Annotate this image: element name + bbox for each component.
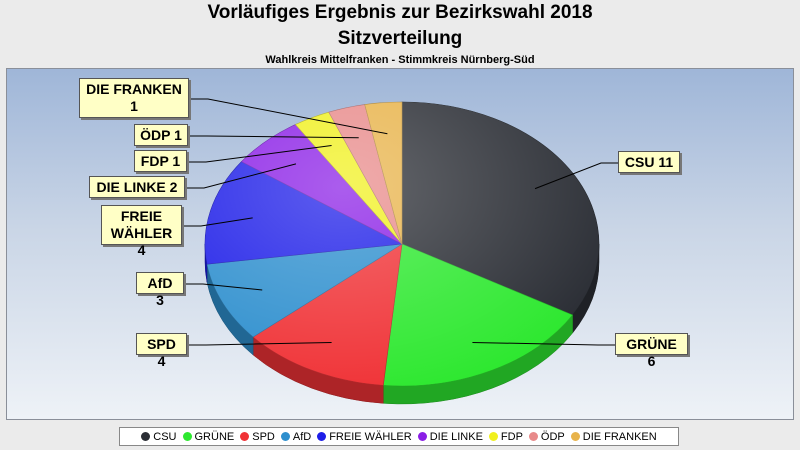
legend-label: CSU [153,430,177,443]
legend-marker-icon [141,432,151,441]
data-label-gr-ne: GRÜNE 6 [615,333,688,369]
legend-item-die-franken: DIE FRANKEN [570,430,657,443]
legend-marker-icon [317,432,327,441]
legend-item-die-linke: DIE LINKE [417,430,483,443]
data-label-spd: SPD 4 [136,333,187,369]
leader-line-freie-w-hler [183,217,253,227]
legend-item-afd: AfD [280,430,312,443]
legend-label: AfD [292,430,312,443]
data-label--dp: ÖDP 1 [134,124,188,146]
data-label-fdp: FDP 1 [134,150,187,172]
chart-title: Vorläufiges Ergebnis zur Bezirkswahl 201… [207,2,593,23]
plot-area [6,68,794,420]
legend: CSU GRÜNE SPD AfD FREIE WÄHLER DIE LINKE FDP ÖD… [119,427,679,446]
chart-subtitle: Sitzverteilung [337,28,463,49]
legend-marker-icon [528,432,538,441]
legend-marker-icon [182,432,192,441]
legend-label: DIE FRANKEN [582,430,657,443]
leader-line-spd [188,341,332,346]
legend-marker-icon [280,432,290,441]
pie-chart [183,98,619,405]
legend-item-freie-w-hler: FREIE WÄHLER [317,431,412,443]
legend-item-csu: CSU [141,430,177,443]
legend-item-spd: SPD [240,431,275,443]
leader-line-die-franken [190,98,388,135]
data-label-die-linke: DIE LINKE 2 [89,176,185,198]
legend-label: GRÜNE [194,430,235,443]
chart-caption: Wahlkreis Mittelfranken - Stimmkreis Nür… [265,54,535,66]
leader-line-afd [185,283,263,291]
data-label-csu: CSU 11 [618,151,680,173]
legend-marker-icon [417,432,427,441]
legend-marker-icon [570,432,580,441]
leader-line--dp [189,135,359,139]
data-label-freie-w-hler: FREIE WÄHLER 4 [101,205,182,258]
data-label-afd: AfD 3 [136,272,184,308]
legend-item-gr-ne: GRÜNE [182,430,235,443]
leader-line-csu [534,162,619,190]
legend-label: ÖDP [540,430,565,443]
legend-marker-icon [488,432,498,441]
legend-label: DIE LINKE [429,430,483,443]
data-label-die-franken: DIE FRANKEN 1 [79,78,189,118]
legend-label: FREIE WÄHLER [329,430,412,443]
pie-highlight [205,102,599,386]
leader-line-die-linke [186,163,297,189]
leader-line-fdp [188,145,332,163]
legend-label: FDP [500,430,523,443]
leader-line-gr-ne [472,341,616,346]
legend-marker-icon [240,432,250,441]
legend-item-fdp: FDP [488,430,523,443]
legend-item--dp: ÖDP [528,430,565,443]
legend-label: SPD [252,430,275,443]
